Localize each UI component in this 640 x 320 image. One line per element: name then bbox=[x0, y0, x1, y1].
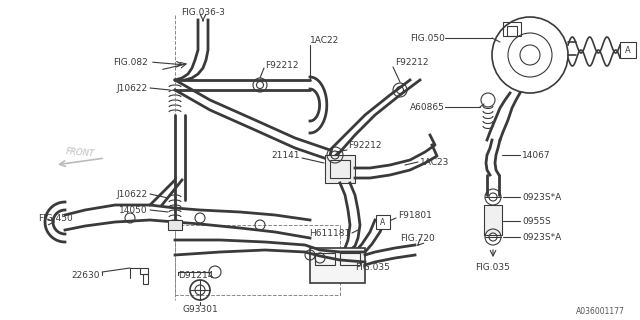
Text: F92212: F92212 bbox=[395, 58, 429, 67]
Text: A: A bbox=[380, 218, 386, 227]
Text: 1AC22: 1AC22 bbox=[310, 36, 339, 44]
Text: FIG.050: FIG.050 bbox=[410, 34, 445, 43]
Text: A60865: A60865 bbox=[410, 102, 445, 111]
Bar bbox=[484, 205, 502, 235]
Bar bbox=[330, 160, 350, 178]
Bar bbox=[310, 248, 365, 283]
Bar bbox=[507, 26, 517, 36]
Bar bbox=[315, 253, 335, 265]
Text: FIG.036-3: FIG.036-3 bbox=[181, 7, 225, 17]
Bar bbox=[325, 155, 355, 183]
Text: 0923S*A: 0923S*A bbox=[522, 193, 561, 202]
Bar bbox=[503, 22, 521, 36]
Text: 21141: 21141 bbox=[271, 150, 300, 159]
Text: D91214: D91214 bbox=[178, 270, 213, 279]
Text: FIG.035: FIG.035 bbox=[355, 263, 390, 273]
Text: FIG.035: FIG.035 bbox=[476, 263, 511, 273]
Text: A036001177: A036001177 bbox=[576, 308, 625, 316]
Bar bbox=[620, 42, 636, 58]
Text: 14050: 14050 bbox=[120, 205, 148, 214]
Text: H611181: H611181 bbox=[308, 228, 350, 237]
Text: A: A bbox=[625, 45, 631, 54]
Text: FRONT: FRONT bbox=[65, 147, 95, 159]
Text: J10622: J10622 bbox=[117, 84, 148, 92]
Bar bbox=[376, 215, 390, 229]
Bar bbox=[168, 220, 182, 230]
Text: J10622: J10622 bbox=[117, 189, 148, 198]
Text: 22630: 22630 bbox=[72, 270, 100, 279]
Text: 14067: 14067 bbox=[522, 150, 550, 159]
Text: G93301: G93301 bbox=[182, 306, 218, 315]
Text: FIG.450: FIG.450 bbox=[38, 213, 73, 222]
Text: F92212: F92212 bbox=[348, 140, 381, 149]
Text: FIG.720: FIG.720 bbox=[400, 234, 435, 243]
Text: 1AC23: 1AC23 bbox=[420, 157, 449, 166]
Text: FIG.082: FIG.082 bbox=[113, 58, 148, 67]
Bar bbox=[140, 268, 148, 274]
Bar bbox=[340, 253, 360, 265]
Text: F92212: F92212 bbox=[265, 60, 298, 69]
Text: 0923S*A: 0923S*A bbox=[522, 233, 561, 242]
Text: 0955S: 0955S bbox=[522, 217, 551, 226]
Text: F91801: F91801 bbox=[398, 211, 432, 220]
Bar bbox=[143, 274, 148, 284]
